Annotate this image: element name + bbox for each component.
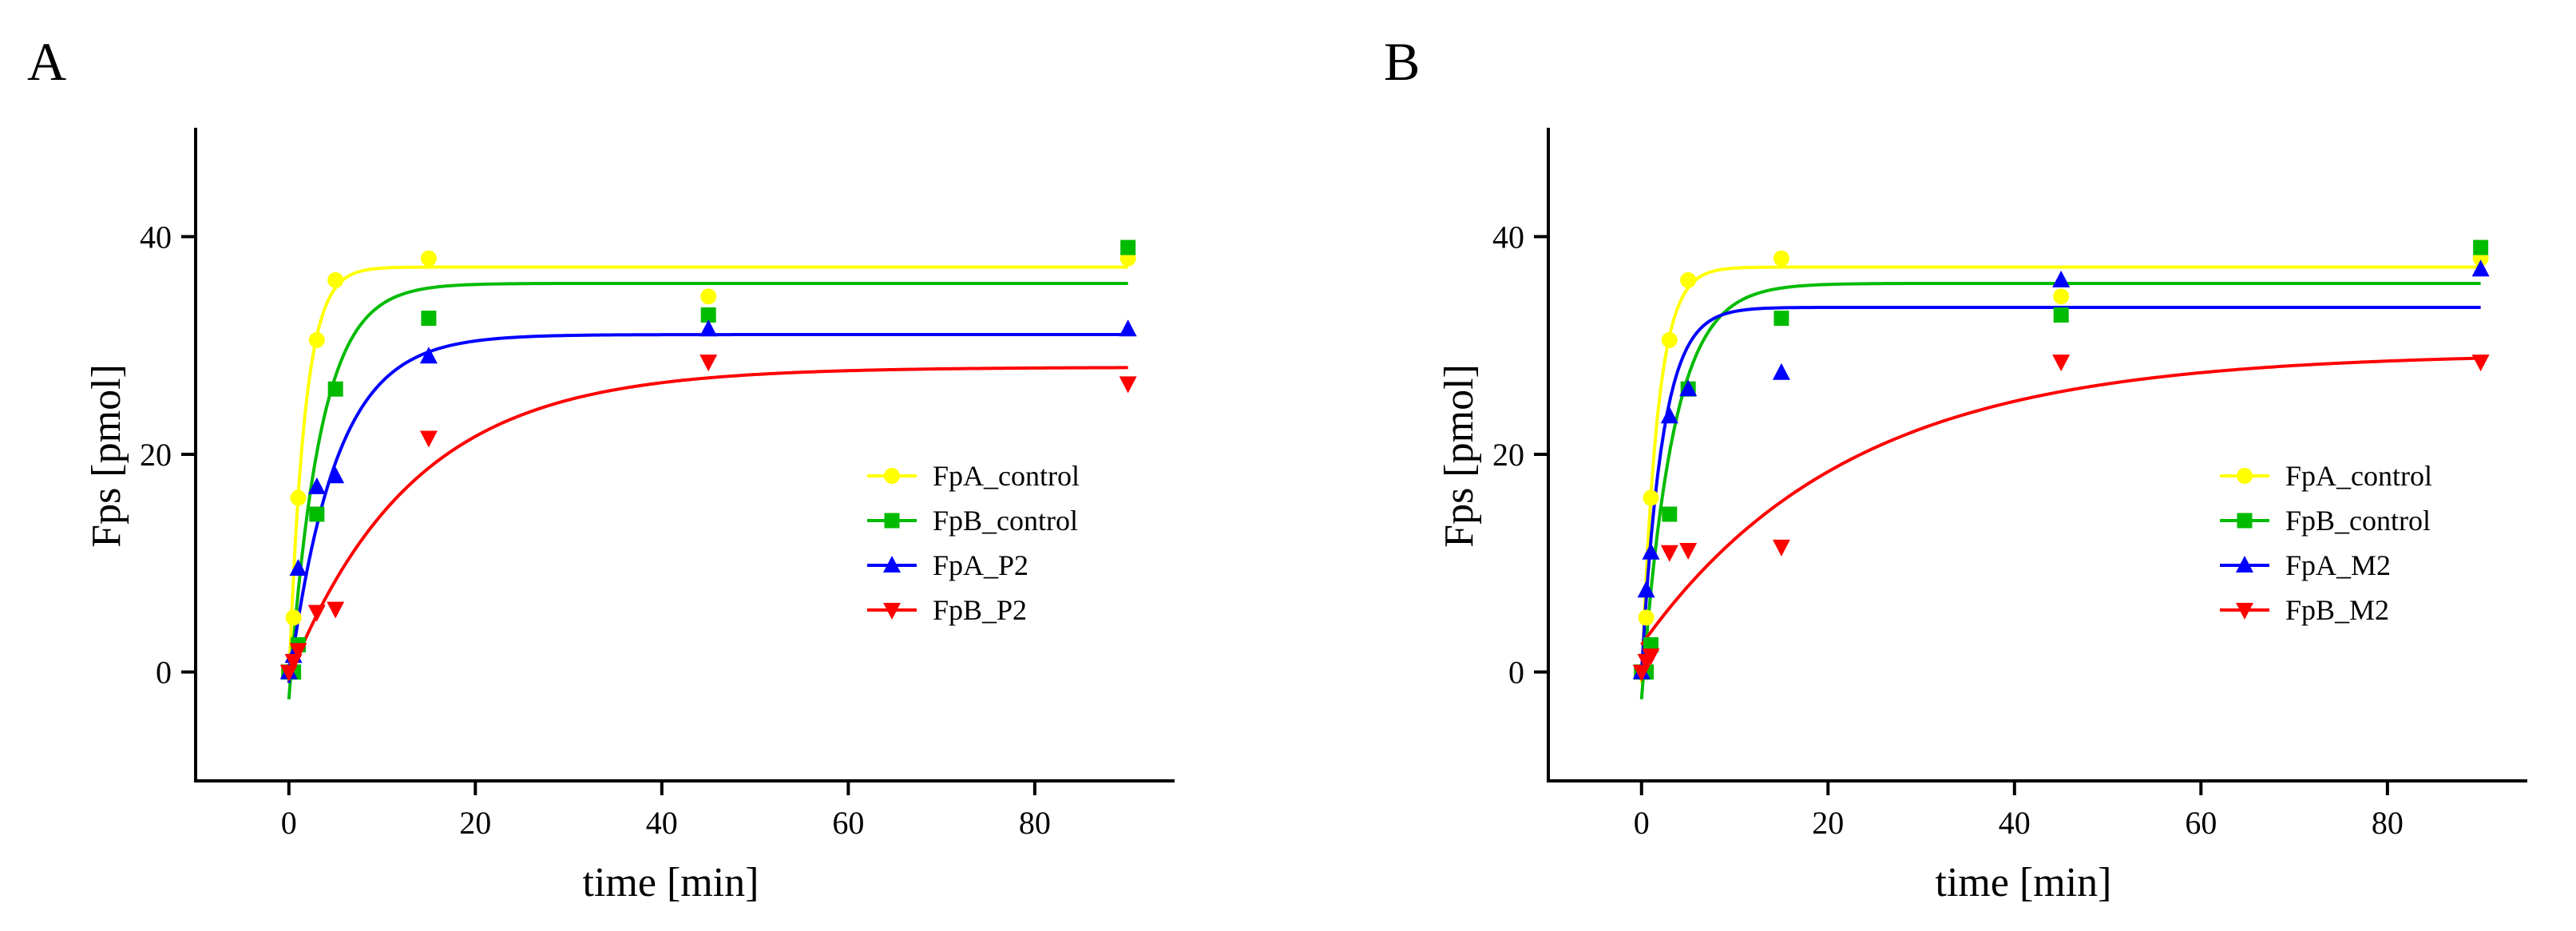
data-point-fpa-p2 xyxy=(307,477,326,494)
x-tick-label: 20 xyxy=(1812,805,1844,841)
data-point-fpb-m2 xyxy=(1679,542,1698,560)
data-point-fpb-p2 xyxy=(307,604,326,622)
x-axis-title: time [min] xyxy=(1936,860,2112,905)
legend-label: FpB_P2 xyxy=(933,594,1027,626)
data-point-fpa-p2 xyxy=(327,466,345,484)
legend-label: FpB_control xyxy=(933,505,1078,537)
panel-label: B xyxy=(1384,31,1420,92)
y-axis-title: Fps [pmol] xyxy=(84,364,129,548)
data-point-fpb-control xyxy=(2473,240,2489,256)
data-point-fpa-control xyxy=(420,250,437,267)
data-point-fpb-m2 xyxy=(1642,648,1660,666)
legend-marker xyxy=(2236,603,2253,620)
data-point-fpb-control xyxy=(1120,240,1136,256)
data-point-fpb-control xyxy=(327,381,343,397)
y-tick-label: 40 xyxy=(140,219,172,255)
data-point-fpb-p2 xyxy=(327,601,345,619)
legend-marker xyxy=(884,513,900,529)
data-point-fpa-m2 xyxy=(1679,379,1698,397)
legend-marker xyxy=(2236,556,2253,572)
data-point-fpb-control xyxy=(700,307,716,323)
legend-label: FpA_control xyxy=(933,460,1080,492)
x-tick-label: 40 xyxy=(646,805,678,841)
x-tick-label: 60 xyxy=(832,805,864,841)
x-tick-label: 60 xyxy=(2185,805,2217,841)
data-point-fpa-p2 xyxy=(1119,319,1137,337)
legend-marker xyxy=(2237,513,2253,529)
data-point-fpa-control xyxy=(700,288,717,305)
data-point-fpb-m2 xyxy=(2052,355,2071,372)
data-point-fpb-control xyxy=(309,506,325,522)
legend-marker xyxy=(884,468,900,484)
y-tick-label: 0 xyxy=(1508,655,1524,691)
y-tick-label: 20 xyxy=(140,437,172,473)
y-tick-label: 0 xyxy=(156,655,172,691)
data-point-fpa-m2 xyxy=(2471,259,2490,277)
data-point-fpb-control xyxy=(1662,506,1678,522)
fit-curve-fpa-control xyxy=(1639,265,2481,683)
data-point-fpb-p2 xyxy=(289,643,307,660)
data-point-fpa-control xyxy=(327,271,344,288)
data-point-fpa-control xyxy=(1661,331,1678,348)
data-point-fpb-m2 xyxy=(1660,545,1678,562)
data-point-fpa-p2 xyxy=(289,559,307,576)
x-tick-label: 20 xyxy=(459,805,491,841)
fit-curve-fpb-m2 xyxy=(1640,356,2481,646)
fit-curve-fpb-p2 xyxy=(287,366,1128,679)
x-tick-label: 40 xyxy=(1999,805,2031,841)
chart-panel-b: B 0 20 40 60 80 0 20 40 time [min] Fps [pmol] FpA_c… xyxy=(1384,31,2527,905)
data-point-fpa-control xyxy=(308,331,325,348)
x-tick-label: 80 xyxy=(2372,805,2404,841)
legend-label: FpA_control xyxy=(2285,460,2432,492)
data-point-fpb-m2 xyxy=(2471,355,2490,372)
data-point-fpa-m2 xyxy=(2052,270,2071,287)
legend-label: FpA_P2 xyxy=(933,549,1028,581)
fit-curve-fpa-m2 xyxy=(1639,305,2481,672)
fit-curve-fpa-control xyxy=(287,265,1128,683)
legend-marker xyxy=(2237,468,2253,484)
data-point-fpb-control xyxy=(1773,311,1789,327)
data-point-fpa-control xyxy=(1680,271,1697,288)
data-point-fpa-control xyxy=(290,489,307,506)
data-point-fpa-control xyxy=(1773,250,1789,267)
legend-marker xyxy=(883,556,901,572)
x-tick-label: 0 xyxy=(1634,805,1650,841)
chart-panel-a: A 0 20 40 60 80 0 20 40 time [min] Fps [pmol] FpA_c… xyxy=(27,31,1175,905)
data-point-fpa-m2 xyxy=(1637,580,1655,598)
data-point-fpa-control xyxy=(285,609,302,626)
legend-marker xyxy=(883,603,901,620)
data-point-fpa-p2 xyxy=(699,319,718,337)
legend-label: FpB_M2 xyxy=(2285,594,2389,626)
data-point-fpb-p2 xyxy=(1119,376,1137,394)
y-axis-title: Fps [pmol] xyxy=(1437,364,1482,548)
data-point-fpb-control xyxy=(2053,307,2069,323)
data-point-fpb-p2 xyxy=(419,430,438,448)
legend-label: FpB_control xyxy=(2285,505,2431,537)
data-point-fpa-control xyxy=(2053,288,2070,305)
y-tick-label: 20 xyxy=(1492,437,1524,473)
y-tick-label: 40 xyxy=(1492,219,1524,255)
legend-label: FpA_M2 xyxy=(2285,549,2391,581)
x-tick-label: 0 xyxy=(281,805,297,841)
fit-curve-fpb-control xyxy=(287,281,1128,699)
x-axis-title: time [min] xyxy=(583,860,759,905)
data-point-fpa-m2 xyxy=(1642,542,1660,560)
data-point-fpb-m2 xyxy=(1772,539,1790,557)
data-point-fpa-m2 xyxy=(1772,362,1790,380)
data-point-fpa-p2 xyxy=(419,347,438,364)
data-point-fpb-p2 xyxy=(699,355,718,372)
data-point-fpa-control xyxy=(1638,609,1655,626)
data-point-fpa-m2 xyxy=(1660,406,1678,424)
x-tick-label: 80 xyxy=(1019,805,1051,841)
panel-label: A xyxy=(27,31,66,92)
data-point-fpb-control xyxy=(421,311,437,327)
data-point-fpa-control xyxy=(1643,489,1659,506)
